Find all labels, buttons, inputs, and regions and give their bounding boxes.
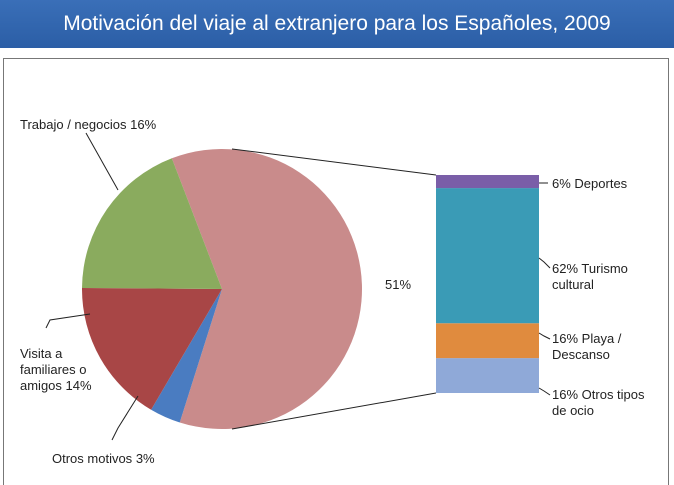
pie-slice — [151, 289, 222, 423]
pie-slice — [82, 158, 223, 289]
bar-segment — [436, 358, 539, 393]
bar-segment — [436, 175, 539, 189]
slice-label: Trabajo / negocios 16% — [20, 117, 157, 132]
leader-line — [111, 395, 139, 441]
leader-line — [538, 257, 551, 269]
leader-line — [45, 313, 91, 329]
slice-label: 51% — [385, 277, 412, 292]
leader-line — [85, 132, 119, 191]
chart-title: Motivación del viaje al extranjero para … — [0, 0, 674, 48]
frame — [3, 58, 669, 485]
bar-label: 16% Playa / Descanso — [552, 331, 622, 362]
leader-line — [538, 387, 551, 396]
leader-line — [538, 332, 551, 340]
pie-slice — [171, 149, 362, 429]
bar-label: 6% Deportes — [552, 176, 628, 191]
bar-segment — [436, 323, 539, 359]
slice-label: Otros motivos 3% — [52, 451, 155, 466]
slice-label: Visita a familiares o amigos 14% — [20, 346, 92, 393]
bar-label: 62% Turismo cultural — [552, 261, 628, 292]
bar-segment — [436, 188, 539, 324]
connector — [231, 148, 437, 176]
connector — [231, 392, 437, 430]
bar-label: 16% Otros tipos de ocio — [552, 387, 645, 418]
pie-slice — [82, 287, 222, 410]
